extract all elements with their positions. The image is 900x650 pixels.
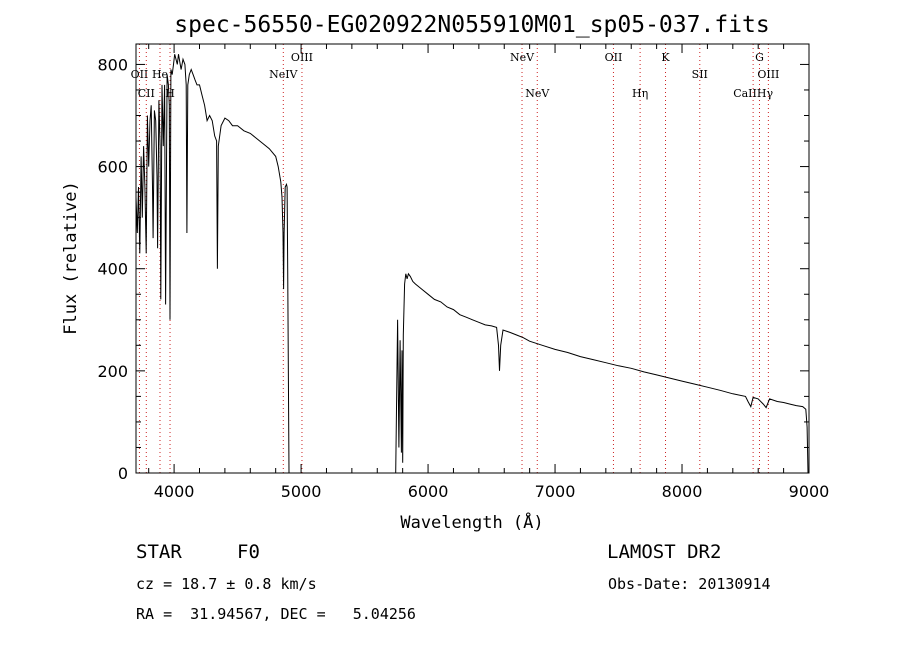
y-tick-label: 800 — [97, 55, 128, 74]
x-tick-label: 4000 — [154, 482, 195, 501]
emission-line-label: NeV — [525, 87, 550, 100]
y-tick-label: 200 — [97, 362, 128, 381]
y-tick-label: 0 — [118, 464, 128, 483]
x-tick-label: 6000 — [408, 482, 449, 501]
emission-line-label: H — [165, 87, 175, 100]
emission-line-label: SII — [692, 68, 708, 81]
axis-ticks: 4000 5000 6000 7000 8000 9000 0 200 400 600 800 — [97, 44, 829, 501]
observation-date: Obs-Date: 20130914 — [608, 575, 771, 593]
emission-line-label: G — [755, 51, 764, 64]
emission-line-label: K — [661, 51, 670, 64]
emission-line-label: NeV — [510, 51, 535, 64]
emission-line-label: He — [152, 68, 168, 81]
object-class: STAR — [136, 541, 182, 563]
chart-title: spec-56550-EG020922N055910M01_sp05-037.f… — [174, 12, 769, 38]
x-tick-label: 5000 — [281, 482, 322, 501]
spectrum-line — [135, 54, 809, 474]
emission-line-label: OIII — [291, 51, 313, 64]
survey-name: LAMOST DR2 — [607, 541, 722, 563]
emission-line-label: OII — [605, 51, 623, 64]
object-subclass: F0 — [237, 541, 260, 563]
y-tick-label: 600 — [97, 158, 128, 177]
emission-line-label: OII — [131, 68, 149, 81]
sky-coordinates: RA = 31.94567, DEC = 5.04256 — [136, 605, 416, 623]
emission-line-label: CaIIHγ — [733, 87, 773, 100]
redshift-value: cz = 18.7 ± 0.8 km/s — [136, 575, 317, 593]
plot-frame — [135, 43, 810, 474]
y-tick-label: 400 — [97, 260, 128, 279]
x-tick-label: 9000 — [789, 482, 830, 501]
x-tick-label: 7000 — [535, 482, 576, 501]
x-tick-label: 8000 — [662, 482, 703, 501]
emission-line-label: OIII — [757, 68, 779, 81]
emission-line-label: NeIV — [269, 68, 298, 81]
x-axis-label: Wavelength (Å) — [400, 511, 543, 533]
emission-line-label: Hη — [632, 87, 648, 100]
emission-line-label: CII — [138, 87, 155, 100]
spectrum-series — [135, 54, 809, 474]
y-axis-label: Flux (relative) — [61, 181, 81, 335]
spectrum-chart: spec-56550-EG020922N055910M01_sp05-037.f… — [61, 12, 829, 533]
